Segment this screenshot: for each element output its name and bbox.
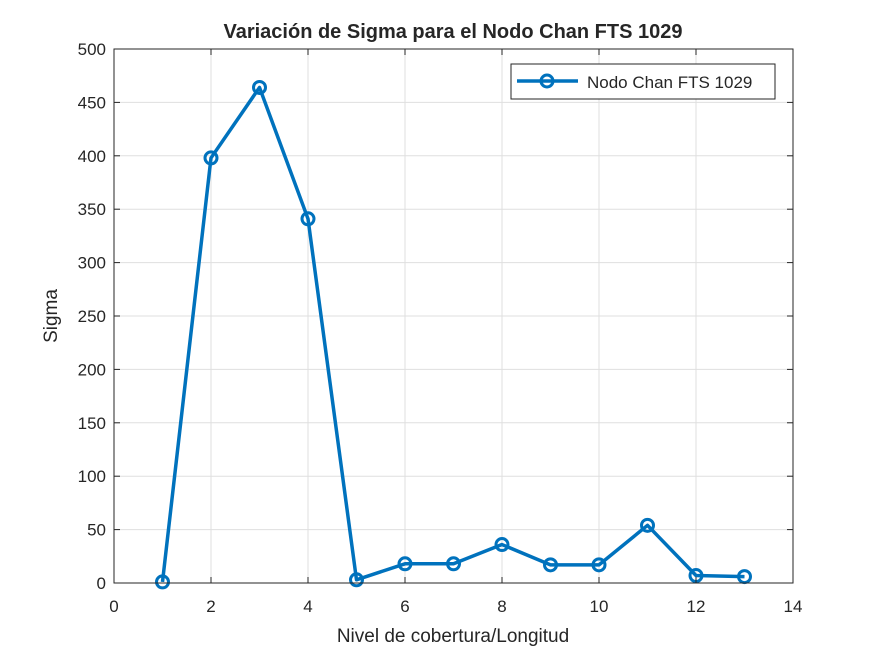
- y-axis-label: Sigma: [41, 289, 62, 343]
- chart-title: Variación de Sigma para el Nodo Chan FTS…: [223, 21, 682, 43]
- data-point-marker[interactable]: [155, 574, 170, 590]
- y-tick-label: 50: [87, 521, 106, 540]
- x-tick-label: 10: [590, 597, 609, 616]
- axes: [113, 48, 794, 584]
- x-tick-label: 4: [303, 597, 312, 616]
- grid: [114, 49, 793, 583]
- y-tick-label: 300: [78, 254, 106, 273]
- x-tick-label: 14: [784, 597, 803, 616]
- y-tick-label: 0: [97, 574, 106, 593]
- x-tick-label: 2: [206, 597, 215, 616]
- data-point-marker[interactable]: [494, 537, 510, 553]
- series-line: [160, 85, 745, 583]
- y-tick-label: 500: [78, 40, 106, 59]
- x-tick-label: 0: [109, 597, 118, 616]
- y-tick-label: 450: [78, 93, 106, 112]
- data-point-marker[interactable]: [349, 572, 364, 588]
- legend-marker-icon: [539, 73, 555, 89]
- tick-labels: 0 2 4 6 8 10 12 14 0 50 100 150 200 250 300 350 400 450 50…: [78, 40, 803, 616]
- data-point-marker[interactable]: [640, 517, 655, 533]
- data-point-marker[interactable]: [300, 211, 316, 227]
- y-tick-label: 200: [78, 360, 106, 379]
- x-tick-label: 12: [687, 597, 706, 616]
- x-tick-label: 6: [400, 597, 409, 616]
- data-point-marker[interactable]: [543, 557, 558, 573]
- legend[interactable]: Nodo Chan FTS 1029: [510, 63, 776, 100]
- y-tick-label: 100: [78, 467, 106, 486]
- y-tick-label: 250: [78, 307, 106, 326]
- data-point-marker[interactable]: [252, 79, 267, 95]
- y-tick-label: 350: [78, 200, 106, 219]
- data-point-marker[interactable]: [446, 556, 461, 572]
- data-point-marker[interactable]: [591, 557, 607, 573]
- x-axis-label: Nivel de cobertura/Longitud: [337, 626, 569, 647]
- data-point-marker[interactable]: [397, 556, 413, 572]
- legend-label: Nodo Chan FTS 1029: [587, 73, 752, 92]
- x-tick-label: 8: [497, 597, 506, 616]
- y-tick-label: 150: [78, 414, 106, 433]
- y-tick-label: 400: [78, 147, 106, 166]
- data-point-marker[interactable]: [203, 150, 219, 166]
